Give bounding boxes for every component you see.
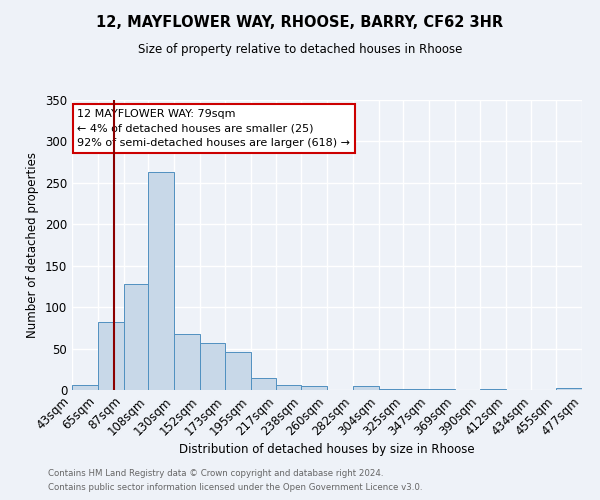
Bar — [174, 334, 200, 390]
X-axis label: Distribution of detached houses by size in Rhoose: Distribution of detached houses by size … — [179, 444, 475, 456]
Bar — [429, 389, 455, 390]
Bar — [251, 378, 277, 390]
Text: 12, MAYFLOWER WAY, RHOOSE, BARRY, CF62 3HR: 12, MAYFLOWER WAY, RHOOSE, BARRY, CF62 3… — [97, 15, 503, 30]
Bar — [277, 385, 301, 390]
Bar — [480, 389, 506, 390]
Bar — [556, 388, 582, 390]
Bar — [148, 172, 174, 390]
Bar — [379, 389, 403, 390]
Bar — [225, 352, 251, 390]
Bar — [200, 343, 225, 390]
Bar — [301, 386, 327, 390]
Bar — [353, 386, 379, 390]
Text: Contains HM Land Registry data © Crown copyright and database right 2024.: Contains HM Land Registry data © Crown c… — [48, 468, 383, 477]
Bar — [72, 385, 98, 390]
Y-axis label: Number of detached properties: Number of detached properties — [26, 152, 40, 338]
Bar — [124, 284, 148, 390]
Text: Size of property relative to detached houses in Rhoose: Size of property relative to detached ho… — [138, 42, 462, 56]
Bar — [403, 389, 429, 390]
Text: 12 MAYFLOWER WAY: 79sqm
← 4% of detached houses are smaller (25)
92% of semi-det: 12 MAYFLOWER WAY: 79sqm ← 4% of detached… — [77, 108, 350, 148]
Bar — [98, 322, 124, 390]
Text: Contains public sector information licensed under the Open Government Licence v3: Contains public sector information licen… — [48, 484, 422, 492]
